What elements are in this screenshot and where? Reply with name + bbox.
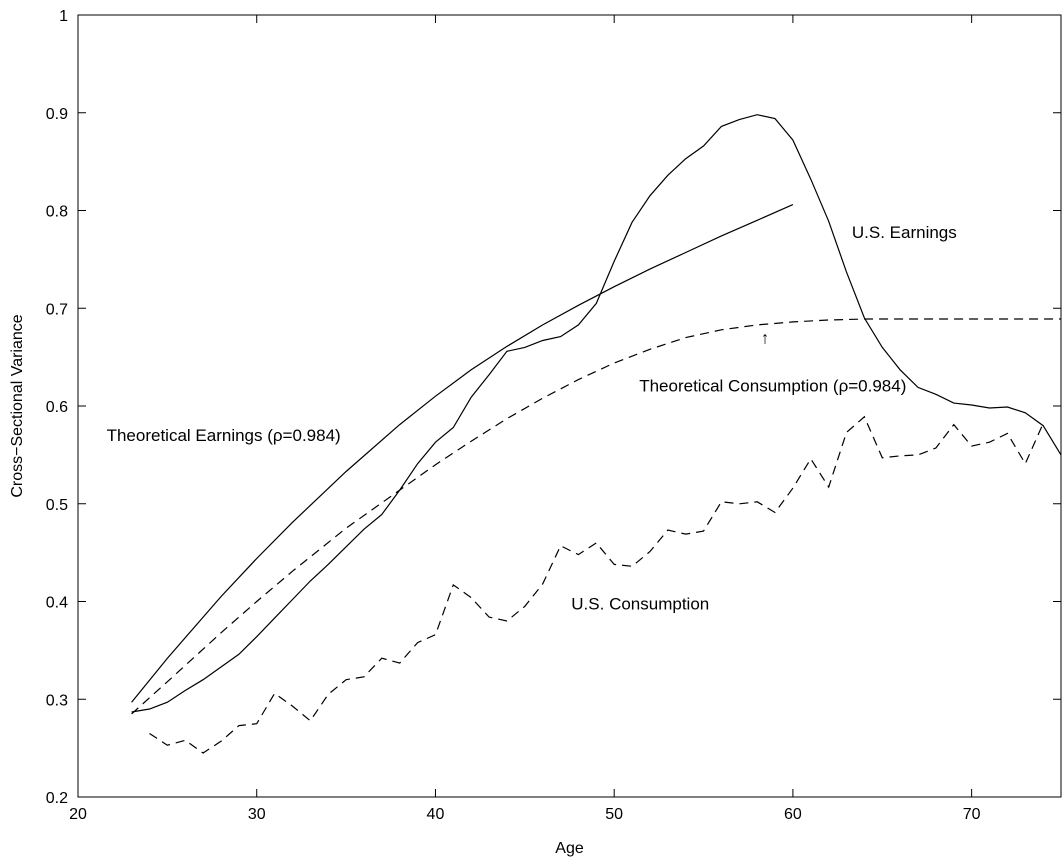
x-tick-label: 30: [248, 806, 266, 823]
annotations: U.S. Earnings Theoretical Consumption (ρ=…: [107, 223, 957, 613]
series-layer: [131, 114, 1062, 754]
y-tick-label: 1: [59, 8, 68, 25]
annotation-5: ↑: [761, 328, 770, 347]
series-line-2: [131, 114, 1062, 713]
y-tick-label: 0.8: [46, 204, 68, 221]
y-tick-label: 0.2: [46, 790, 68, 807]
y-axis-label: Cross−Sectional Variance: [9, 314, 26, 497]
series-line-4: [149, 415, 1044, 754]
y-tick-label: 0.3: [46, 692, 68, 709]
x-tick-label: 70: [963, 806, 981, 823]
plot-area: [77, 14, 1062, 798]
x-tick-label: 20: [69, 806, 87, 823]
x-tick-label: 60: [784, 806, 802, 823]
series-line-3: [131, 318, 1061, 715]
y-tick-label: 0.4: [46, 595, 68, 612]
annotation-1: U.S. Earnings: [852, 223, 957, 242]
y-tick-label: 0.9: [46, 106, 68, 123]
annotation-2: Theoretical Consumption (ρ=0.984): [639, 376, 906, 395]
annotation-4: U.S. Consumption: [571, 594, 709, 613]
x-tick-label: 40: [427, 806, 445, 823]
x-axis: 20 30 40 50 60 70: [69, 15, 981, 823]
series-line-1: [131, 204, 794, 703]
y-axis: 0.2 0.3 0.4 0.5 0.6 0.7 0.8 0.9 1: [46, 8, 1061, 807]
y-tick-label: 0.6: [46, 399, 68, 416]
annotation-3: Theoretical Earnings (ρ=0.984): [107, 426, 341, 445]
x-tick-label: 50: [605, 806, 623, 823]
y-tick-label: 0.7: [46, 301, 68, 318]
y-tick-label: 0.5: [46, 497, 68, 514]
x-axis-label: Age: [555, 840, 584, 857]
